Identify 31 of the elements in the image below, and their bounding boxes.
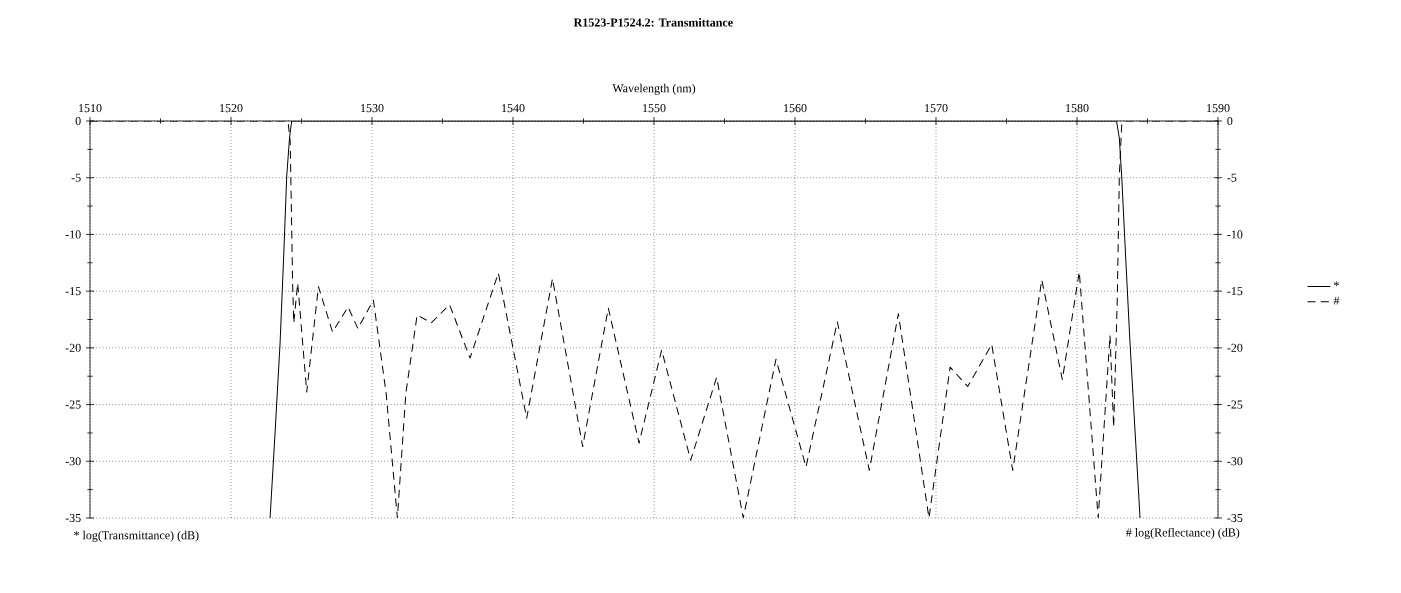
legend-label: # [1333, 296, 1340, 305]
x-tick-label: 1580 [1066, 104, 1089, 113]
y-axis-title: * log(Transmittance) (dB) [74, 530, 199, 542]
chart-title: R1523-P1524.2: Transmittance [573, 18, 733, 27]
x-tick-label: 1530 [361, 104, 384, 113]
y-tick-label: -35 [65, 513, 81, 523]
y2-tick-label: -30 [1227, 457, 1243, 466]
x-tick-label: 1570 [925, 104, 948, 113]
y2-tick-label: -5 [1227, 173, 1237, 182]
y-tick-label: 0 [75, 116, 81, 126]
y2-tick-label: -15 [1227, 287, 1243, 296]
y2-tick-label: -20 [1227, 343, 1243, 352]
x-tick-label: 1550 [643, 104, 666, 113]
y-tick-label: -10 [65, 230, 81, 239]
x-tick-label: 1520 [220, 104, 243, 113]
x-tick-label: 1540 [502, 104, 525, 113]
x-tick-label: 1560 [784, 104, 807, 113]
y-tick-label: -20 [65, 343, 81, 352]
y-tick-label: -25 [65, 400, 81, 409]
y2-tick-label: -10 [1227, 230, 1243, 239]
y-tick-label: -5 [71, 173, 81, 182]
y-tick-label: -15 [65, 287, 81, 296]
y2-tick-label: -35 [1227, 513, 1243, 523]
x-tick-label: 1590 [1207, 104, 1230, 113]
y2-tick-label: 0 [1227, 116, 1233, 126]
y-tick-label: -30 [65, 457, 81, 466]
y2-tick-label: -25 [1227, 400, 1243, 409]
x-tick-label: 1510 [79, 104, 102, 113]
text: # log(Reflectance) (dB) [1126, 527, 1240, 539]
legend-label: * [1334, 281, 1339, 286]
x-axis-title: Wavelength (nm) [612, 83, 696, 95]
